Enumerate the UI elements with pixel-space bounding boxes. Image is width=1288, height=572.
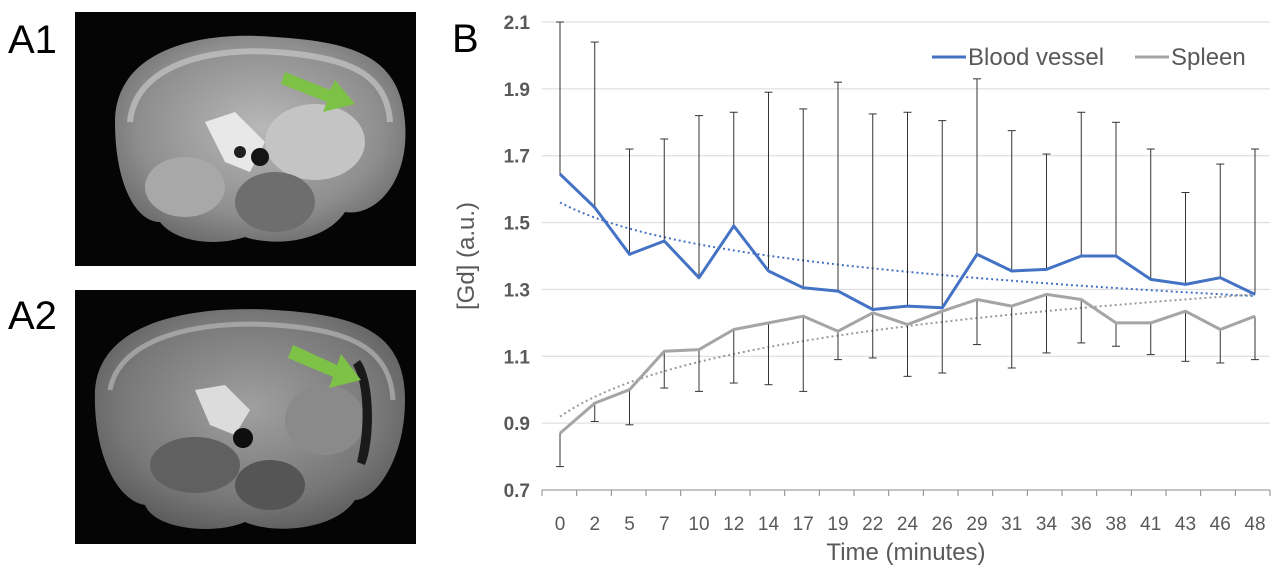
y-tick-label: 1.7	[504, 147, 530, 168]
panel-label-b: B	[452, 17, 479, 61]
x-tick-label: 14	[758, 514, 780, 535]
x-tick-label: 17	[793, 514, 814, 535]
x-axis-title: Time (minutes)	[826, 539, 985, 566]
x-tick-label: 48	[1244, 514, 1265, 535]
y-tick-label: 1.9	[504, 80, 530, 101]
y-axis-ticks: 0.7 0.9 1.1 1.3 1.5 1.7 1.9 2.1	[504, 13, 531, 502]
y-tick-label: 0.7	[504, 481, 530, 502]
legend: Blood vessel Spleen	[932, 44, 1246, 71]
y-tick-label: 1.5	[504, 214, 531, 235]
x-tick-label: 46	[1210, 514, 1231, 535]
y-tick-label: 1.3	[504, 280, 530, 301]
x-tick-label: 12	[723, 514, 744, 535]
x-axis-ticks: 0 2 5 7 10 12 14 17 19 22 24 26 29 31 34 36 38 41 43 46 48	[542, 490, 1270, 535]
legend-label: Blood vessel	[968, 44, 1104, 71]
x-tick-label: 41	[1140, 514, 1161, 535]
y-tick-label: 0.9	[504, 414, 530, 435]
x-tick-label: 34	[1036, 514, 1058, 535]
x-tick-label: 43	[1175, 514, 1196, 535]
gridlines	[542, 22, 1270, 423]
x-tick-label: 36	[1071, 514, 1092, 535]
y-tick-label: 1.1	[504, 347, 531, 368]
x-tick-label: 24	[897, 514, 919, 535]
legend-label: Spleen	[1171, 44, 1246, 71]
x-tick-label: 19	[827, 514, 848, 535]
y-axis-title: [Gd] (a.u.)	[453, 202, 480, 310]
x-tick-label: 29	[966, 514, 987, 535]
x-tick-label: 2	[589, 514, 600, 535]
x-tick-label: 22	[862, 514, 883, 535]
x-tick-label: 0	[555, 514, 566, 535]
x-tick-label: 38	[1105, 514, 1126, 535]
x-tick-label: 5	[624, 514, 635, 535]
x-tick-label: 10	[688, 514, 709, 535]
x-tick-label: 26	[932, 514, 953, 535]
y-tick-label: 2.1	[504, 13, 531, 34]
x-tick-label: 31	[1001, 514, 1022, 535]
x-tick-label: 7	[659, 514, 670, 535]
